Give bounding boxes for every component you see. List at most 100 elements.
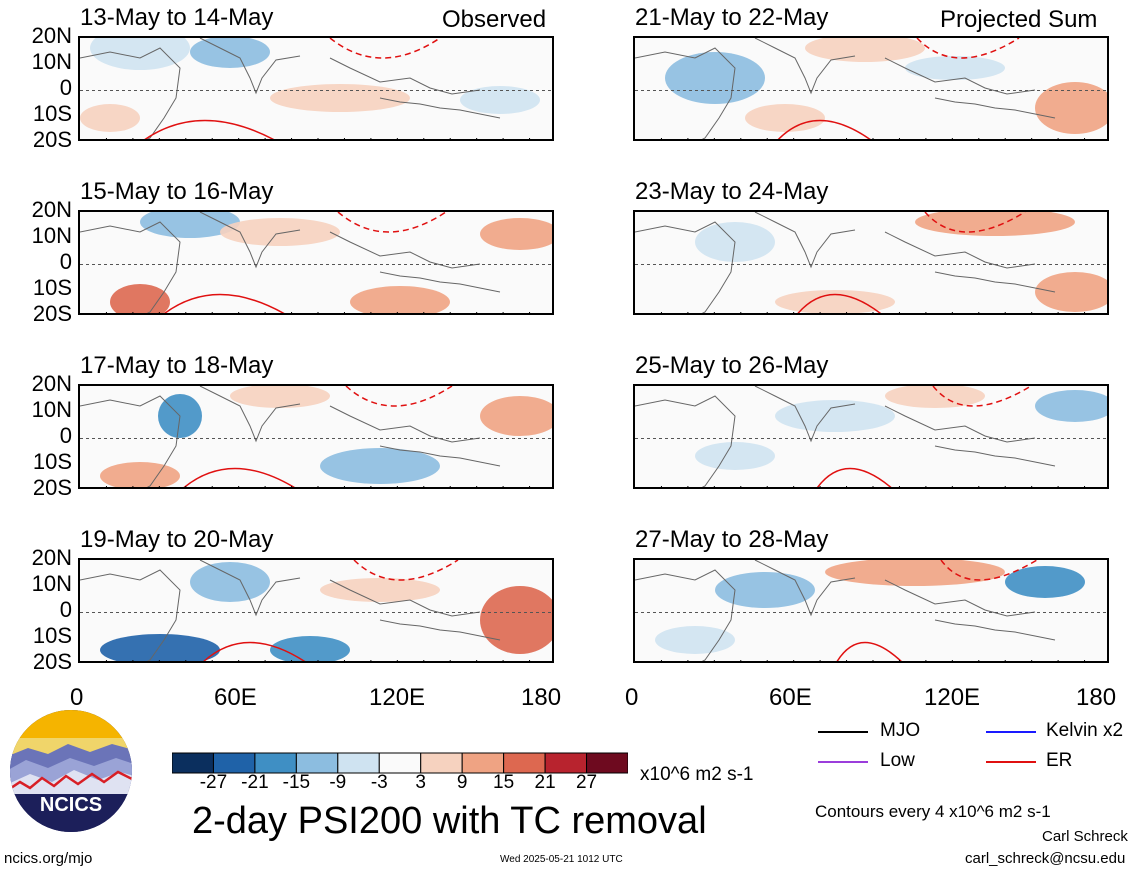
lon-label: 120E bbox=[924, 684, 981, 711]
colorbar-label: 27 bbox=[575, 772, 598, 793]
psi-shading bbox=[480, 396, 552, 436]
colorbar-label: 21 bbox=[534, 772, 556, 793]
psi-shading bbox=[825, 560, 1005, 586]
colorbar-swatch bbox=[212, 752, 256, 774]
panel-title: 19-May to 20-May bbox=[80, 526, 274, 553]
er-contour bbox=[203, 641, 306, 661]
colorbar bbox=[171, 752, 629, 779]
psi-shading bbox=[885, 386, 985, 408]
legend-label-mjo: MJO bbox=[880, 720, 921, 741]
psi-shading bbox=[80, 104, 140, 132]
coastline bbox=[199, 386, 301, 443]
lon-label: 0 bbox=[625, 684, 639, 711]
colorbar-swatch bbox=[171, 752, 214, 774]
lat-label: 20S bbox=[32, 649, 72, 674]
lat-label: 10N bbox=[31, 223, 72, 248]
psi-shading bbox=[1005, 566, 1085, 598]
coastline bbox=[199, 212, 301, 269]
coastline bbox=[329, 57, 481, 95]
lat-label: 10N bbox=[31, 397, 72, 422]
map-panel bbox=[633, 558, 1109, 663]
lon-label: 0 bbox=[70, 684, 84, 711]
colorbar-swatch bbox=[378, 752, 422, 774]
psi-shading bbox=[270, 636, 350, 661]
legend-label-er: ER bbox=[1046, 750, 1073, 771]
er-contour bbox=[183, 467, 295, 487]
er-contour bbox=[836, 641, 902, 661]
coastline bbox=[754, 560, 856, 617]
coastline bbox=[379, 97, 501, 119]
coastline bbox=[754, 38, 856, 95]
psi-shading bbox=[270, 84, 410, 112]
coastline bbox=[635, 395, 736, 487]
coastline bbox=[884, 231, 1036, 269]
coastline bbox=[379, 445, 501, 467]
author: Carl Schreck bbox=[1042, 828, 1128, 845]
lat-label: 0 bbox=[59, 423, 72, 448]
chart-title: 2-day PSI200 with TC removal bbox=[192, 800, 707, 842]
psi-shading bbox=[140, 212, 240, 238]
colorbar-swatch bbox=[503, 752, 546, 774]
er-contour bbox=[932, 386, 1032, 407]
panel-title: 27-May to 28-May bbox=[635, 526, 829, 553]
logo-text: NCICS bbox=[40, 794, 102, 816]
psi-shading bbox=[775, 400, 895, 432]
timestamp: Wed 2025-05-21 1012 UTC bbox=[500, 854, 623, 865]
map-panel bbox=[78, 384, 554, 489]
coastline bbox=[934, 619, 1056, 641]
lat-label: 20N bbox=[31, 197, 72, 222]
colorbar-label: -9 bbox=[329, 772, 347, 793]
coastline bbox=[884, 405, 1036, 443]
er-contour bbox=[817, 467, 892, 487]
psi-shading bbox=[665, 52, 765, 104]
colorbar-label: -21 bbox=[241, 772, 269, 793]
colorbar-swatch bbox=[586, 752, 629, 774]
colorbar-label: 3 bbox=[415, 772, 426, 793]
lat-label: 20S bbox=[32, 301, 72, 326]
lon-label: 180 bbox=[1076, 684, 1117, 711]
psi-shading bbox=[90, 38, 190, 70]
legend-swatch-kelvin bbox=[986, 731, 1036, 733]
colorbar-label: -3 bbox=[370, 772, 388, 793]
psi-shading bbox=[480, 218, 552, 250]
psi-shading bbox=[110, 284, 170, 313]
er-contour bbox=[337, 212, 447, 233]
lat-label: 0 bbox=[59, 75, 72, 100]
contour-note: Contours every 4 x10^6 m2 s-1 bbox=[815, 802, 1051, 821]
author-email: carl_schreck@ncsu.edu bbox=[965, 850, 1126, 867]
psi-shading bbox=[100, 634, 220, 661]
panel-title: 25-May to 26-May bbox=[635, 352, 829, 379]
er-contour bbox=[353, 560, 459, 581]
lat-label: 20S bbox=[32, 475, 72, 500]
lat-label: 20S bbox=[32, 127, 72, 152]
er-contour bbox=[164, 293, 285, 313]
coastline bbox=[635, 47, 736, 139]
colorbar-label: 9 bbox=[456, 772, 468, 793]
psi-shading bbox=[1035, 390, 1107, 422]
colorbar-swatch bbox=[544, 752, 588, 774]
lon-label: 60E bbox=[769, 684, 812, 711]
lat-label: 0 bbox=[59, 597, 72, 622]
er-contour bbox=[916, 38, 1020, 59]
coastline bbox=[80, 569, 181, 661]
psi-shading bbox=[220, 218, 340, 246]
colorbar-label: -27 bbox=[199, 772, 228, 793]
psi-shading bbox=[480, 586, 552, 654]
lat-label: 10N bbox=[31, 49, 72, 74]
legend-swatch-low bbox=[818, 761, 868, 763]
coastline bbox=[635, 569, 736, 661]
psi-shading bbox=[805, 38, 925, 62]
psi-shading bbox=[655, 626, 735, 654]
er-contour bbox=[329, 38, 441, 59]
ncics-logo: NCICS bbox=[8, 708, 134, 834]
coastline bbox=[199, 560, 301, 617]
lat-label: 0 bbox=[59, 249, 72, 274]
coastline bbox=[934, 271, 1056, 293]
lat-label: 10S bbox=[32, 449, 72, 474]
coastline bbox=[934, 445, 1056, 467]
colorbar-swatch bbox=[461, 752, 505, 774]
colorbar-label: -15 bbox=[282, 772, 311, 793]
coastline bbox=[635, 221, 736, 313]
psi-shading bbox=[320, 578, 440, 602]
coastline bbox=[329, 405, 481, 443]
